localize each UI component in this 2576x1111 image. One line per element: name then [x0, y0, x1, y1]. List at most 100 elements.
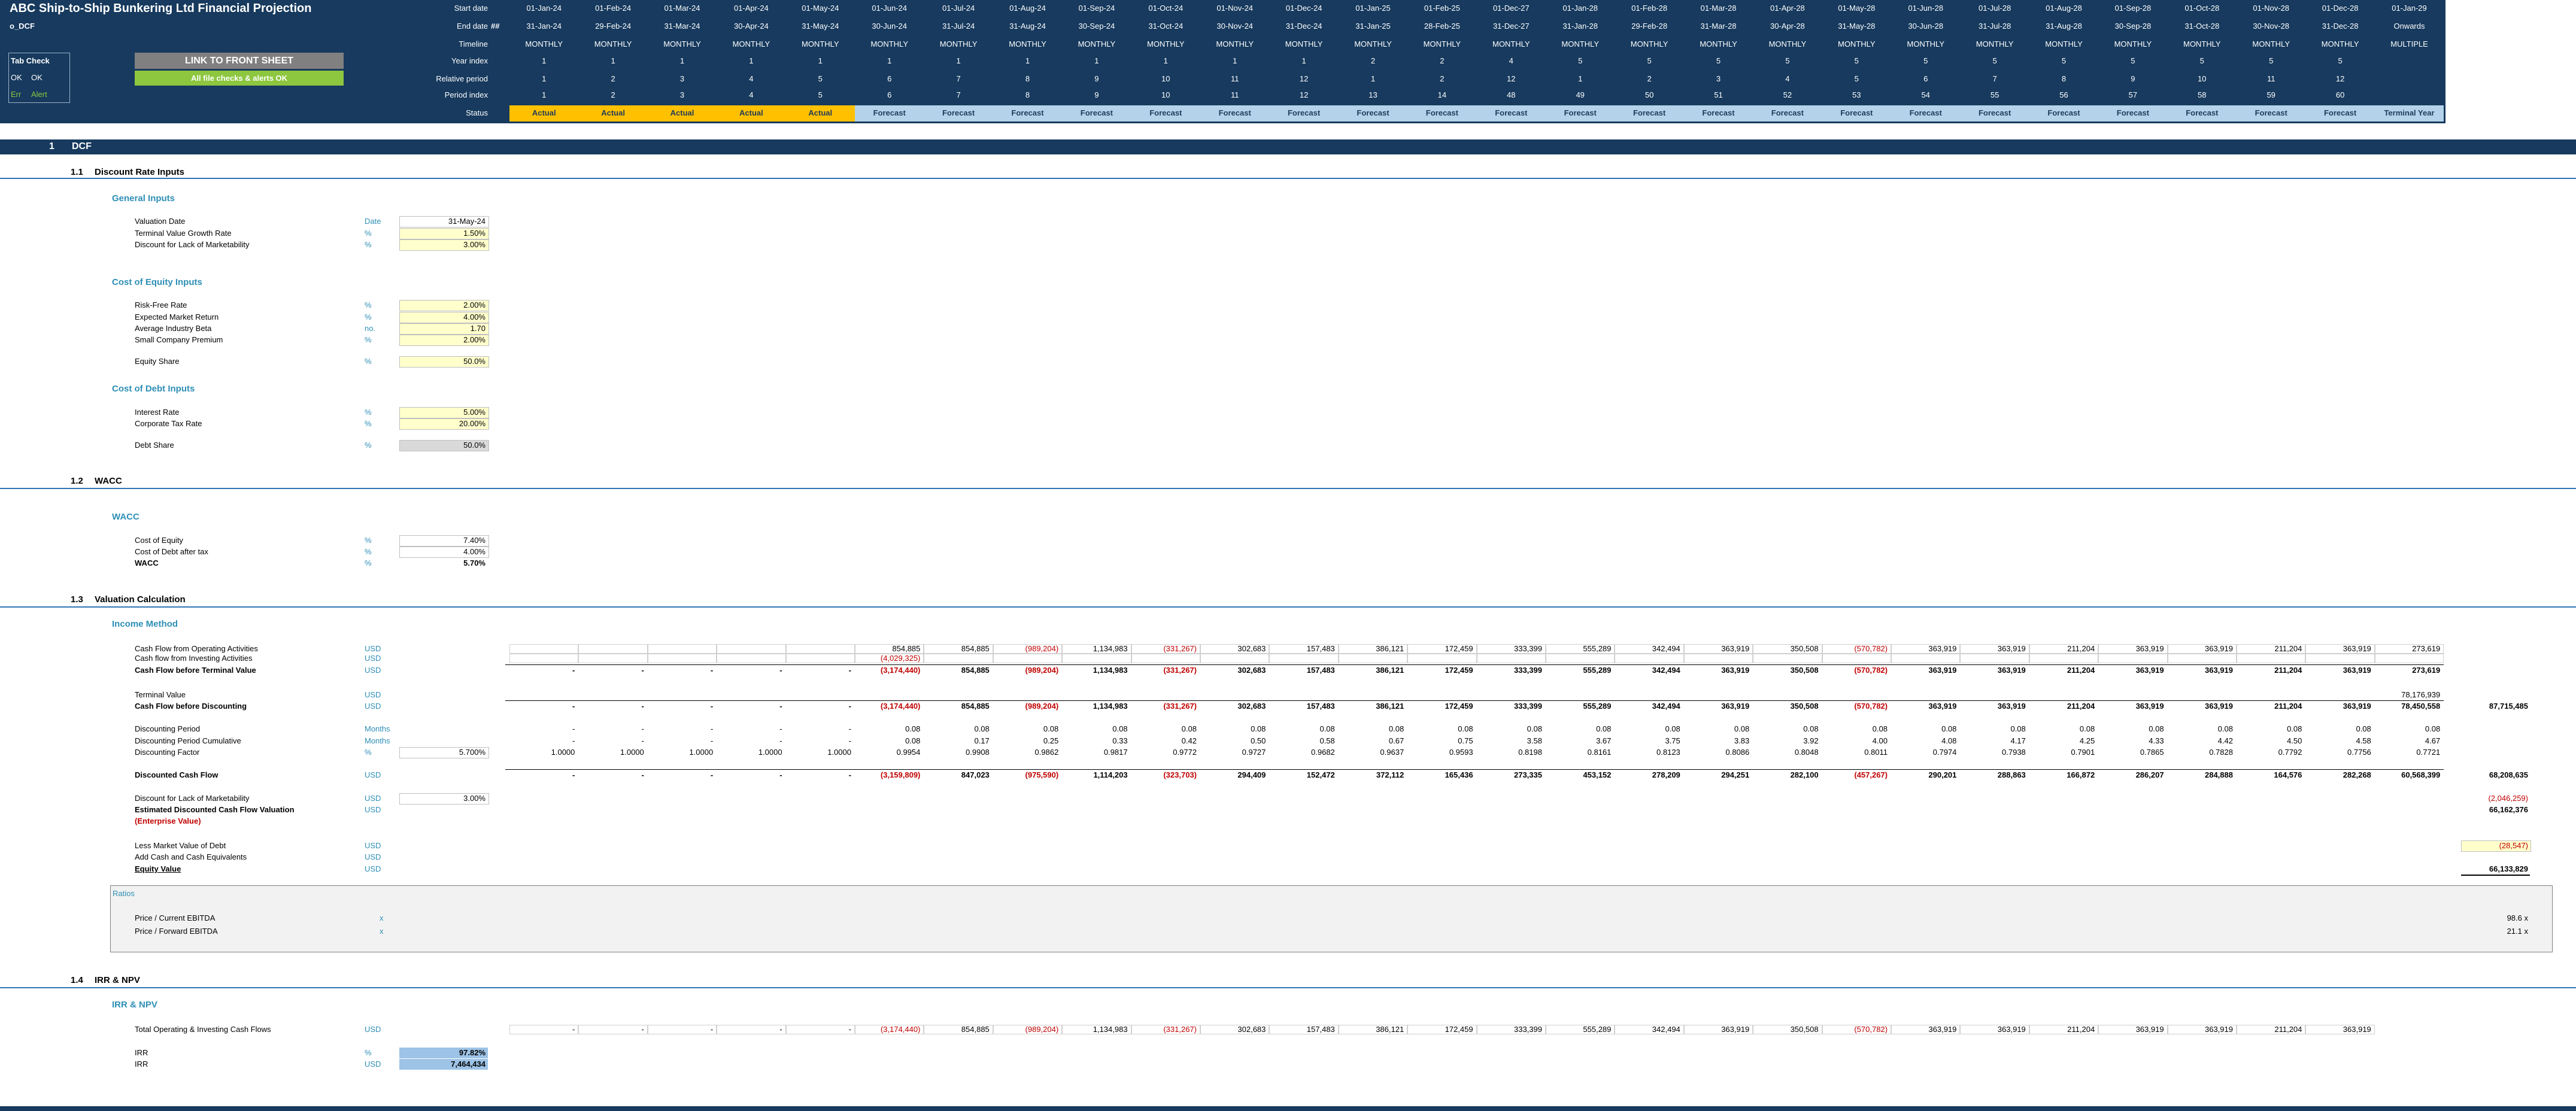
cell-box [1131, 644, 1200, 654]
cell-value: 363,919 [1928, 702, 1957, 711]
status: Forecast [2255, 108, 2287, 117]
status: Forecast [1978, 108, 2011, 117]
cell-value: 0.9908 [966, 748, 990, 757]
group-title: Income Method [112, 619, 178, 629]
cell-box [1753, 1025, 1822, 1034]
section-rule [0, 178, 2576, 179]
cell-box [2167, 654, 2237, 663]
timeline-value: 4 [749, 90, 754, 99]
input-value: 1.70 [470, 324, 486, 333]
input-label: Cost of Equity [135, 536, 183, 545]
timeline-value: 4 [1785, 74, 1790, 83]
timeline-value: 01-Aug-28 [2046, 4, 2082, 13]
cell-value: 0.08 [2149, 724, 2164, 733]
timeline-value: MONTHLY [1216, 40, 1254, 48]
cell-value: 0.08 [1043, 724, 1059, 733]
err-label: Alert [31, 90, 47, 99]
cell-value: 386,121 [1376, 1025, 1404, 1034]
cell-box [2029, 1025, 2099, 1034]
cell-value: 0.08 [2010, 724, 2026, 733]
unit: USD [365, 666, 381, 675]
timeline-value: 01-Dec-27 [1492, 4, 1530, 13]
timeline-value: 5 [1716, 56, 1721, 65]
cell-box [1131, 1025, 1200, 1034]
section-rule [0, 606, 2576, 608]
timeline-value: 01-Sep-28 [2114, 4, 2152, 13]
cell-value: 0.50 [1251, 736, 1266, 745]
status-cell [2167, 105, 2237, 122]
timeline-value: MONTHLY [939, 40, 978, 48]
ratio-value: 98.6 x [2507, 913, 2528, 922]
group-title: Cost of Debt Inputs [112, 384, 195, 394]
cell-value: - [710, 770, 714, 779]
row-label: Less Market Value of Debt [135, 841, 226, 850]
unit: USD [365, 770, 381, 779]
input-box [399, 535, 489, 547]
cell-value: 333,399 [1513, 702, 1542, 711]
cell-box [647, 654, 717, 663]
row-label: Discounting Period Cumulative [135, 736, 241, 745]
cell-value: 342,494 [1652, 1025, 1680, 1034]
total-value: 66,162,376 [2489, 805, 2528, 814]
timeline-value: 31-Jul-24 [942, 22, 975, 31]
cell-box [1960, 654, 2029, 663]
cell-value: 1,114,203 [1093, 770, 1128, 779]
link-button[interactable]: LINK TO FRONT SHEET [135, 53, 344, 69]
cell-box [1546, 1025, 1615, 1034]
timeline-value: 12 [2335, 74, 2345, 83]
cell-box [855, 644, 924, 654]
status-cell [2374, 105, 2444, 122]
status: Forecast [1564, 108, 1597, 117]
timeline-value: MONTHLY [1700, 40, 1737, 48]
status-cell [1891, 105, 1961, 122]
result-label: IRR [135, 1060, 148, 1068]
status: Forecast [1011, 108, 1044, 117]
timeline-value: 48 [1507, 90, 1516, 99]
cell-value: - [779, 666, 782, 675]
cell-value: - [710, 1025, 714, 1034]
cell-value: 211,204 [2274, 666, 2302, 675]
cell-box [578, 654, 648, 663]
status-cell [1822, 105, 1891, 122]
cell-value: 0.9817 [1103, 748, 1128, 757]
ratio-value: 21.1 x [2507, 927, 2528, 936]
cell-value: - [848, 1025, 851, 1034]
cell-value: 172,459 [1445, 1025, 1473, 1034]
cell-value: 4.67 [2425, 736, 2441, 745]
cell-value: 0.08 [905, 736, 921, 745]
cell-box [1615, 654, 1684, 663]
cell-value: 0.08 [1251, 724, 1266, 733]
cell-value: 165,436 [1445, 770, 1473, 779]
result-box [399, 1059, 488, 1070]
cell-value: 282,100 [1790, 770, 1819, 779]
cell-value: 363,919 [2343, 644, 2371, 653]
cell-value: 290,201 [1928, 770, 1957, 779]
cell-value: 363,919 [1721, 1025, 1750, 1034]
timeline-value: 01-Dec-24 [1285, 4, 1322, 13]
cell-value: 333,399 [1513, 666, 1542, 675]
timeline-value: 01-Feb-24 [595, 4, 632, 13]
timeline-value: 2 [1440, 56, 1445, 65]
status: Forecast [1218, 108, 1251, 117]
cell-box [1476, 644, 1546, 654]
cell-value: 211,204 [2274, 1025, 2302, 1034]
cell-box [2029, 654, 2099, 663]
cell-value: 1,134,983 [1093, 666, 1128, 675]
section-title: DCF [72, 141, 92, 151]
unit: % [365, 558, 372, 567]
timeline-value: MONTHLY [1907, 40, 1944, 48]
timeline-value: 5 [1992, 56, 1997, 65]
cell-value: - [572, 666, 575, 675]
cell-value: 273,619 [2412, 644, 2441, 653]
unit: USD [365, 1060, 381, 1068]
cell-box [1476, 1025, 1546, 1034]
cell-value: 342,494 [1652, 702, 1680, 711]
cell-box [578, 1025, 648, 1034]
ratio-label: Price / Forward EBITDA [135, 927, 218, 936]
cell-value: 555,289 [1583, 666, 1612, 675]
cell-value: 0.7974 [1932, 748, 1957, 757]
timeline-value: 60 [2335, 90, 2345, 99]
timeline-value: 5 [1578, 56, 1583, 65]
timeline-value: 01-Sep-24 [1078, 4, 1115, 13]
